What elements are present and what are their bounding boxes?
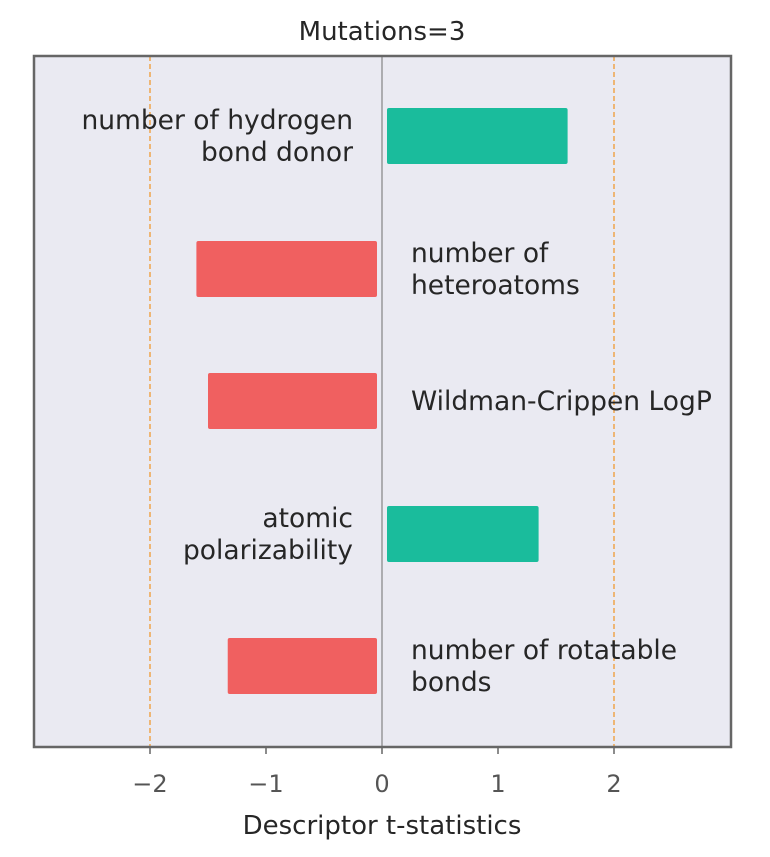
bar-label-4: atomic polarizability — [183, 503, 353, 566]
chart-title: Mutations=3 — [299, 17, 466, 47]
bar-label-2: number of heteroatoms — [411, 238, 580, 301]
reference-lines — [149, 56, 615, 747]
bar-label-3: Wildman-Crippen LogP — [411, 386, 712, 417]
bar-label-line: bonds — [411, 667, 491, 698]
bar-2 — [196, 241, 377, 297]
x-tick-label: 0 — [374, 770, 389, 798]
bar-label-line: number of hydrogen — [81, 105, 353, 136]
bar-label-1: number of hydrogen bond donor — [81, 105, 353, 168]
bar-1 — [387, 108, 568, 164]
bar-label-line: atomic — [262, 503, 353, 534]
x-tick-label: 2 — [606, 770, 621, 798]
bars — [196, 108, 568, 694]
bar-label-line: number of rotatable — [411, 635, 677, 666]
bar-label-line: number of — [411, 238, 549, 269]
x-axis-label: Descriptor t-statistics — [243, 811, 522, 841]
x-axis-ticks: −2 −1 0 1 2 — [132, 747, 622, 798]
bar-label-line: polarizability — [183, 535, 353, 566]
bar-5 — [227, 638, 377, 694]
bar-label-line: Wildman-Crippen LogP — [411, 386, 712, 417]
bar-3 — [208, 373, 377, 429]
x-tick-label: 1 — [490, 770, 505, 798]
bar-label-line: heteroatoms — [411, 270, 580, 301]
bar-4 — [387, 506, 539, 562]
bar-labels: number of hydrogen bond donor number of het… — [81, 105, 711, 698]
x-tick-label: −1 — [248, 770, 283, 798]
bar-label-line: bond donor — [201, 137, 353, 168]
x-tick-label: −2 — [132, 770, 167, 798]
plot-frame — [32, 54, 733, 749]
bar-label-5: number of rotatable bonds — [411, 635, 677, 698]
